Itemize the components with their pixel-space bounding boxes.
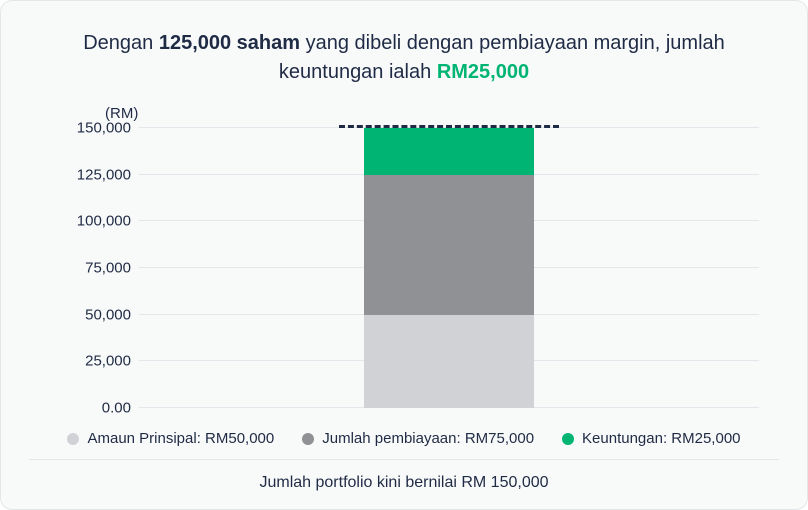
y-tick-label: 0.00 xyxy=(102,400,131,417)
title-bold: 125,000 saham xyxy=(159,32,300,54)
stacked-bar xyxy=(364,128,534,408)
y-tick-label: 50,000 xyxy=(85,306,131,323)
legend: Amaun Prinsipal: RM50,000 Jumlah pembiaya… xyxy=(29,430,779,460)
y-axis-unit: (RM) xyxy=(105,105,779,122)
legend-item-profit: Keuntungan: RM25,000 xyxy=(562,430,740,447)
legend-label: Jumlah pembiayaan: RM75,000 xyxy=(322,430,534,447)
dash-marker xyxy=(339,125,559,128)
legend-item-principal: Amaun Prinsipal: RM50,000 xyxy=(67,430,274,447)
legend-swatch-icon xyxy=(302,433,314,445)
title-pre: Dengan xyxy=(83,32,159,54)
legend-label: Amaun Prinsipal: RM50,000 xyxy=(87,430,274,447)
y-tick-label: 150,000 xyxy=(77,120,131,137)
bar-segment-profit xyxy=(364,128,534,175)
legend-label: Keuntungan: RM25,000 xyxy=(582,430,740,447)
legend-item-financing: Jumlah pembiayaan: RM75,000 xyxy=(302,430,534,447)
plot xyxy=(139,128,759,408)
footer-note: Jumlah portfolio kini bernilai RM 150,00… xyxy=(29,474,779,492)
legend-swatch-icon xyxy=(67,433,79,445)
bar-segment-financing xyxy=(364,175,534,315)
title-accent: RM25,000 xyxy=(437,61,529,83)
y-tick-label: 25,000 xyxy=(85,353,131,370)
y-tick-label: 125,000 xyxy=(77,166,131,183)
legend-swatch-icon xyxy=(562,433,574,445)
bar-segment-principal xyxy=(364,315,534,408)
chart-title: Dengan 125,000 saham yang dibeli dengan … xyxy=(29,29,779,87)
chart-card: Dengan 125,000 saham yang dibeli dengan … xyxy=(0,0,808,510)
plot-area: 0.0025,00050,00075,000100,000125,000150,… xyxy=(29,128,779,408)
y-tick-label: 75,000 xyxy=(85,260,131,277)
y-tick-label: 100,000 xyxy=(77,213,131,230)
y-axis: 0.0025,00050,00075,000100,000125,000150,… xyxy=(49,128,139,408)
